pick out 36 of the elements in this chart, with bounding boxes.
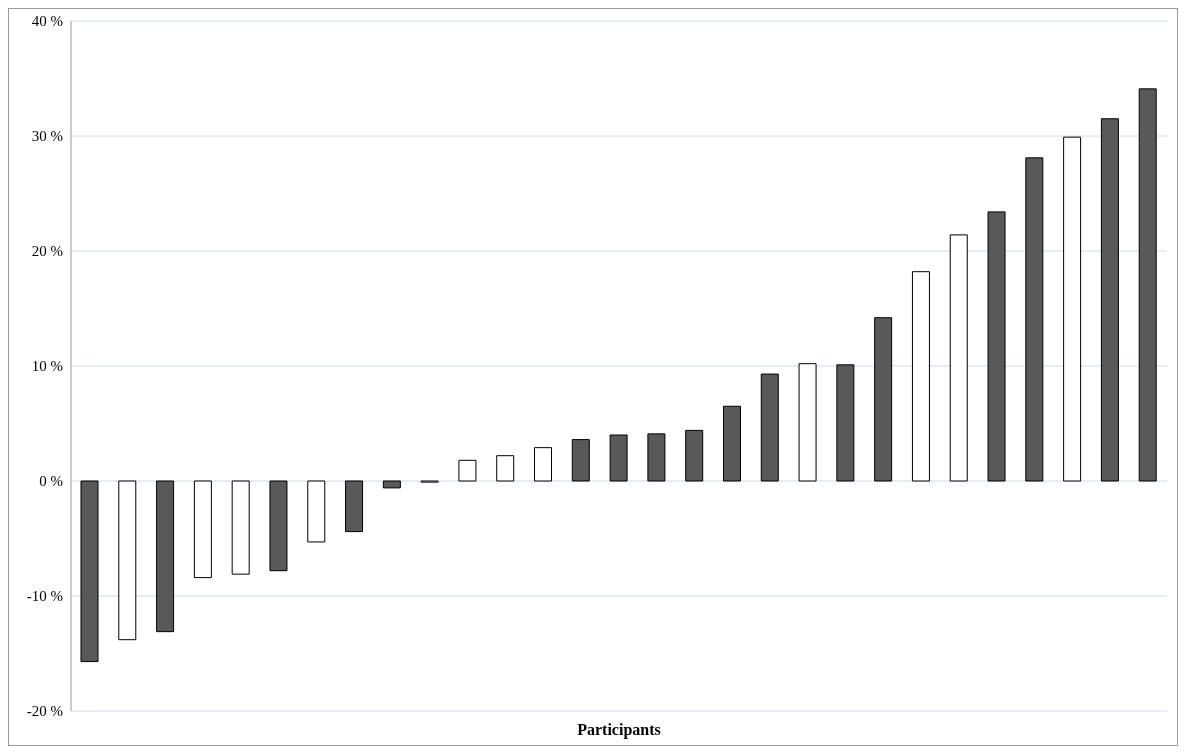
y-tick-label: -10 % xyxy=(26,588,63,605)
bar xyxy=(836,364,855,482)
bar xyxy=(609,434,628,482)
bar xyxy=(193,480,212,579)
y-tick-label: 10 % xyxy=(31,358,63,375)
bar xyxy=(647,433,666,482)
bar xyxy=(307,480,326,543)
bar xyxy=(534,447,553,482)
bar xyxy=(685,429,704,482)
bar xyxy=(760,373,779,482)
bar xyxy=(987,211,1006,482)
bar xyxy=(118,480,137,641)
y-tick-label: -20 % xyxy=(26,703,63,720)
bar xyxy=(1025,157,1044,482)
bar xyxy=(1100,118,1119,482)
bar xyxy=(722,405,741,482)
bar xyxy=(798,363,817,482)
x-axis-title: Participants xyxy=(577,721,661,739)
bar xyxy=(231,480,250,575)
bar xyxy=(496,455,515,482)
bar xyxy=(911,271,930,482)
bar xyxy=(874,317,893,482)
bar xyxy=(949,234,968,482)
bar xyxy=(1138,88,1157,482)
bar xyxy=(571,439,590,482)
bar xyxy=(458,459,477,482)
y-tick-label: 0 % xyxy=(39,473,63,490)
bar xyxy=(80,480,99,663)
y-tick-label: 30 % xyxy=(31,128,63,145)
y-tick-label: 40 % xyxy=(31,13,63,30)
bar xyxy=(269,480,288,572)
bar xyxy=(156,480,175,633)
y-tick-label: 20 % xyxy=(31,243,63,260)
bar xyxy=(345,480,364,533)
bar xyxy=(1063,136,1082,482)
bar xyxy=(382,480,401,489)
